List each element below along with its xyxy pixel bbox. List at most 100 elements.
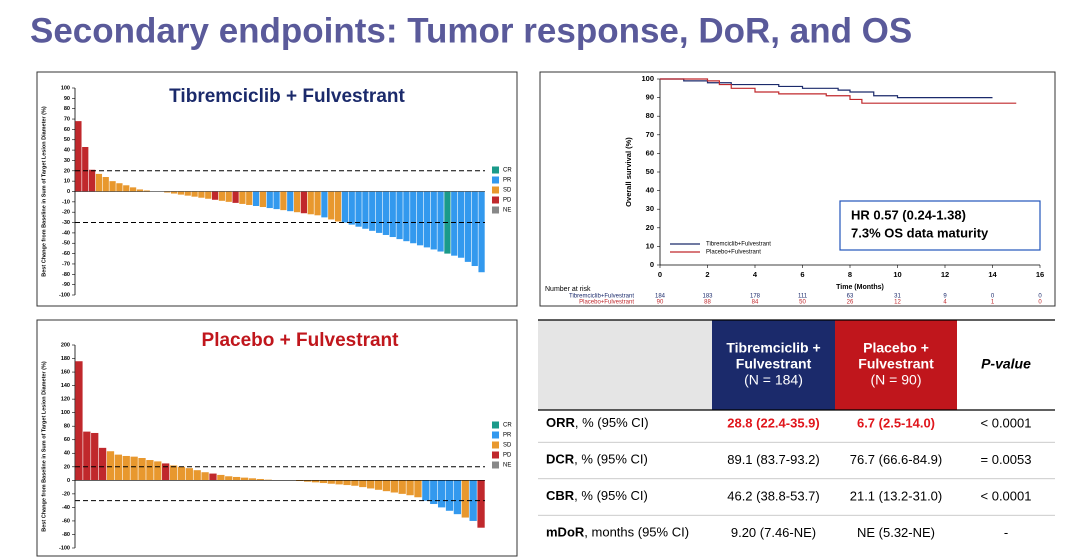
legend-swatch	[492, 431, 499, 439]
bar	[273, 191, 280, 210]
y-tick-label: 30	[64, 158, 70, 164]
bar	[225, 191, 232, 202]
bar	[217, 474, 225, 481]
bar	[225, 476, 233, 481]
bar	[414, 480, 422, 498]
row-name: DCR	[546, 452, 575, 467]
at-risk-title: Number at risk	[545, 286, 591, 293]
bar	[130, 456, 138, 481]
at-risk-label: Tibremciclib+Fulvestrant	[569, 294, 634, 300]
y-axis-label: Best Change from Baseline in Sum of Targ…	[41, 106, 47, 277]
column-header: Tibremciclib +	[726, 340, 820, 356]
bar	[252, 191, 260, 206]
legend-swatch	[492, 421, 499, 429]
table-cell: 28.8 (22.4-35.9)	[727, 415, 820, 430]
bar	[154, 461, 162, 481]
annotation-box	[839, 200, 1041, 251]
bar	[410, 191, 417, 244]
bar	[95, 173, 103, 192]
row-unit: , % (95% CI)	[574, 488, 648, 503]
panel-frame	[36, 71, 518, 307]
at-risk-value: 0	[1038, 300, 1042, 306]
y-tick-label: 40	[646, 186, 654, 195]
table-cell: NE (5.32-NE)	[857, 525, 935, 540]
at-risk-value: 31	[894, 294, 901, 300]
legend-label: SD	[503, 188, 512, 194]
bar	[341, 191, 349, 223]
bar	[169, 465, 178, 481]
y-tick-label: -80	[62, 272, 70, 278]
bar	[300, 191, 308, 214]
bar	[129, 187, 137, 192]
legend-swatch	[492, 166, 499, 174]
bar	[170, 191, 178, 194]
y-tick-label: 140	[61, 383, 70, 389]
y-tick-label: -100	[59, 545, 70, 551]
y-tick-label: -80	[62, 532, 70, 538]
bar	[83, 431, 91, 481]
bar	[423, 191, 431, 248]
legend-label: PD	[503, 453, 512, 459]
bar	[122, 455, 130, 481]
at-risk-value: 50	[799, 300, 806, 306]
bar	[114, 454, 123, 481]
at-risk-value: 178	[750, 294, 761, 300]
row-label: mDoR, months (95% CI)	[546, 525, 689, 540]
at-risk-value: 88	[704, 300, 711, 306]
row-label: ORR, % (95% CI)	[546, 415, 649, 430]
y-tick-label: 0	[650, 260, 654, 269]
y-tick-label: 0	[67, 478, 70, 484]
bar	[259, 191, 267, 208]
bar	[453, 480, 462, 515]
at-risk-value: 183	[702, 294, 713, 300]
bar	[193, 470, 201, 481]
bar	[198, 191, 205, 198]
legend-label: Tibremciclib+Fulvestrant	[706, 242, 771, 248]
bar	[256, 478, 264, 481]
at-risk-value: 26	[847, 300, 854, 306]
y-tick-label: 90	[646, 93, 654, 102]
table-header-cell	[538, 320, 712, 410]
bar	[88, 169, 96, 192]
bar	[201, 472, 209, 481]
x-tick-label: 8	[848, 270, 852, 279]
at-risk-value: 12	[894, 300, 901, 306]
y-tick-label: -60	[62, 518, 70, 524]
y-tick-label: 100	[641, 74, 654, 83]
at-risk-value: 184	[655, 294, 666, 300]
x-tick-label: 0	[658, 270, 662, 279]
bar	[374, 480, 383, 490]
legend-label: SD	[503, 443, 512, 449]
column-header: (N = 184)	[744, 372, 803, 388]
at-risk-label: Placebo+Fulvestrant	[579, 300, 634, 306]
legend-label: Placebo+Fulvestrant	[706, 250, 761, 256]
column-header: (N = 90)	[871, 372, 922, 388]
x-axis-label: Time (Months)	[836, 284, 884, 291]
y-tick-label: -20	[62, 210, 70, 216]
y-tick-label: -50	[62, 241, 70, 247]
bar	[457, 191, 465, 258]
table-cell: 46.2 (38.8-53.7)	[727, 488, 820, 503]
bar	[232, 476, 241, 481]
bar	[327, 480, 335, 484]
y-tick-label: 40	[64, 148, 70, 154]
bar	[451, 191, 458, 256]
y-tick-label: -60	[62, 251, 70, 257]
legend-swatch	[492, 206, 499, 214]
bar	[138, 458, 146, 481]
y-tick-label: 160	[61, 370, 70, 376]
bar	[177, 191, 185, 195]
bar	[390, 480, 398, 493]
y-tick-label: 200	[61, 342, 70, 348]
legend-swatch	[492, 186, 499, 194]
y-tick-label: 180	[61, 356, 70, 362]
bar	[164, 191, 171, 193]
bar	[464, 191, 472, 262]
y-tick-label: 30	[646, 204, 654, 213]
bar	[211, 191, 219, 200]
at-risk-value: 0	[1038, 294, 1042, 300]
bar	[469, 480, 477, 521]
bar	[348, 191, 355, 225]
row-name: CBR	[546, 488, 575, 503]
y-tick-label: 10	[64, 179, 70, 185]
